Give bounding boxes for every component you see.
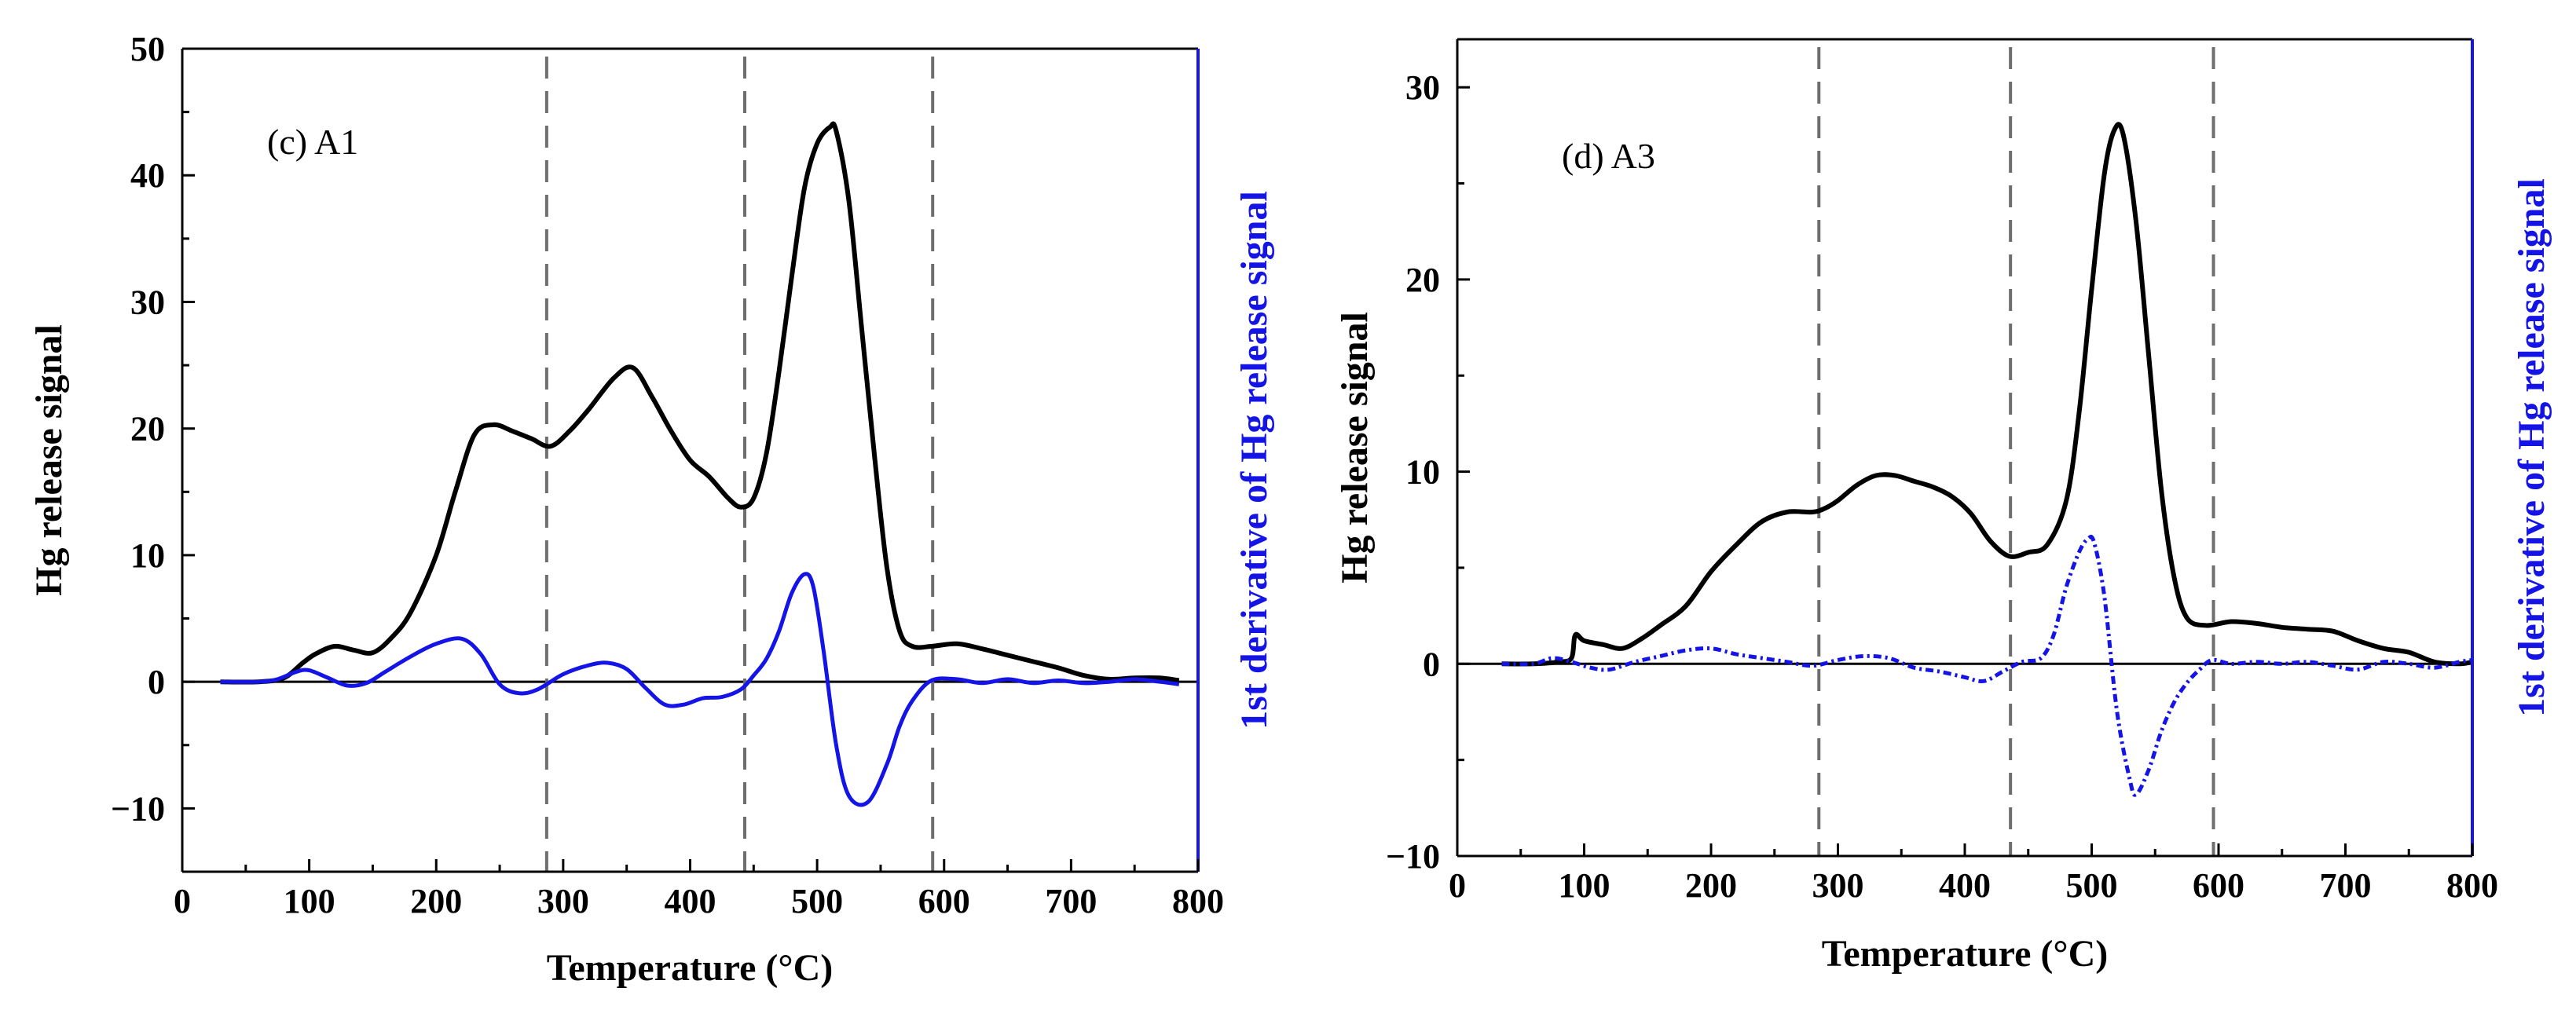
derivative-series-line bbox=[1501, 534, 2473, 797]
x-tick-label: 300 bbox=[537, 882, 589, 920]
series-layer bbox=[1501, 122, 2473, 797]
x-tick-label: 800 bbox=[2446, 866, 2498, 905]
y-tick-label: 40 bbox=[130, 156, 165, 195]
x-axis-title: Temperature (°C) bbox=[547, 947, 833, 989]
panel-label: (c) A1 bbox=[267, 122, 358, 162]
x-tick-label: 400 bbox=[1939, 866, 1991, 905]
x-tick-label: 700 bbox=[1045, 882, 1097, 920]
signal-series-line bbox=[1501, 122, 2473, 667]
y-tick-label: 30 bbox=[1405, 68, 1440, 107]
x-tick-label: 400 bbox=[665, 882, 716, 920]
x-tick-label: 0 bbox=[174, 882, 191, 920]
x-tick-label: 100 bbox=[284, 882, 335, 920]
x-ticks: 0 100 200 300 400 500 600 700 800 bbox=[1449, 843, 2498, 905]
y2-axis-title: 1st derivative of Hg release signal bbox=[2511, 178, 2552, 717]
y-tick-label: 0 bbox=[148, 663, 165, 701]
y-tick-label: 50 bbox=[130, 30, 165, 68]
x-tick-label: 300 bbox=[1812, 866, 1864, 905]
y-axis-title: Hg release signal bbox=[28, 324, 70, 596]
y-tick-label: 0 bbox=[1423, 645, 1440, 683]
y-ticks: −10 0 10 20 30 40 50 bbox=[111, 30, 195, 873]
y-tick-label: −10 bbox=[1386, 837, 1440, 876]
chart-panel-c-a1: 0 100 200 300 400 500 600 700 800 −10 0 10 20 30 40 50… bbox=[28, 30, 1275, 989]
vertical-guides bbox=[1817, 47, 2215, 856]
x-tick-label: 100 bbox=[1559, 866, 1610, 905]
panel-label: (d) A3 bbox=[1562, 136, 1655, 176]
y-tick-label: 20 bbox=[1405, 261, 1440, 299]
x-tick-label: 600 bbox=[2193, 866, 2244, 905]
x-tick-label: 800 bbox=[1172, 882, 1224, 920]
y-tick-label: 20 bbox=[130, 410, 165, 448]
signal-series-line bbox=[220, 121, 1180, 685]
x-tick-label: 500 bbox=[2066, 866, 2118, 905]
y-tick-label: 10 bbox=[1405, 453, 1440, 492]
y-tick-label: 10 bbox=[130, 536, 165, 575]
x-tick-label: 200 bbox=[410, 882, 462, 920]
y-tick-label: −10 bbox=[111, 789, 165, 828]
y-axis-title: Hg release signal bbox=[1334, 312, 1376, 583]
x-tick-label: 700 bbox=[2320, 866, 2372, 905]
derivative-series-line bbox=[220, 572, 1180, 807]
x-tick-label: 0 bbox=[1449, 866, 1466, 905]
y2-axis-title: 1st derivative of Hg release signal bbox=[1233, 191, 1275, 730]
x-axis-title: Temperature (°C) bbox=[1822, 933, 2108, 975]
x-tick-label: 600 bbox=[918, 882, 970, 920]
y-tick-label: 30 bbox=[130, 283, 165, 321]
y-ticks: −10 0 10 20 30 bbox=[1386, 68, 1470, 876]
x-ticks: 0 100 200 300 400 500 600 700 800 bbox=[174, 859, 1224, 920]
series-layer bbox=[220, 121, 1180, 807]
x-tick-label: 500 bbox=[791, 882, 843, 920]
x-tick-label: 200 bbox=[1685, 866, 1737, 905]
